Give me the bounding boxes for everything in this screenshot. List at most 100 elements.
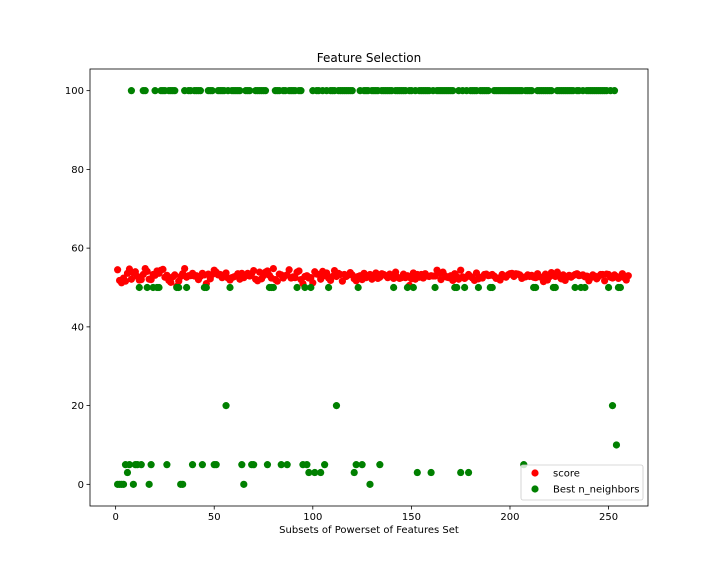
y-tick-label: 100	[65, 86, 84, 97]
plot-marks	[114, 87, 632, 488]
x-tick-label: 50	[208, 512, 221, 523]
best-n-neighbors-point	[240, 480, 248, 488]
best-n-neighbors-point	[202, 283, 210, 292]
best-n-neighbors-point	[208, 87, 216, 95]
best-n-neighbors-point	[427, 468, 435, 477]
score-point	[171, 271, 179, 279]
best-n-neighbors-point	[366, 480, 374, 488]
chart-title: Feature Selection	[317, 51, 421, 65]
y-axis: 0 20 40 60 80 100	[65, 86, 90, 491]
y-tick-label: 80	[71, 165, 84, 176]
best-n-neighbors-point	[175, 283, 183, 292]
x-tick-label: 100	[303, 512, 322, 523]
best-n-neighbors-point	[293, 283, 301, 292]
best-n-neighbors-point	[155, 283, 163, 292]
best-n-neighbors-point	[222, 402, 230, 410]
score-point	[114, 266, 122, 274]
best-n-neighbors-point	[474, 283, 483, 292]
best-n-neighbors-point	[236, 87, 244, 95]
best-n-neighbors-point	[354, 283, 362, 292]
y-tick-label: 60	[71, 244, 84, 255]
best-n-neighbors-point	[141, 87, 149, 95]
best-n-neighbors-point	[143, 283, 151, 292]
score-point	[601, 277, 609, 285]
best-n-neighbors-point	[350, 468, 358, 477]
best-n-neighbors-point	[283, 461, 291, 469]
best-n-neighbors-point	[303, 461, 311, 469]
legend-box	[520, 464, 644, 501]
x-tick-label: 250	[599, 512, 618, 523]
score-point	[285, 266, 293, 274]
x-tick-label: 200	[500, 512, 519, 523]
best-n-neighbors-point	[277, 461, 285, 469]
best-n-neighbors-point	[532, 283, 540, 292]
best-n-neighbors-point	[129, 480, 137, 488]
best-n-neighbors-point	[324, 283, 333, 292]
plot-frame	[89, 68, 649, 507]
best-n-neighbors-point	[528, 87, 536, 95]
best-n-neighbors-point	[163, 461, 171, 469]
score-point	[624, 272, 632, 280]
best-n-neighbors-point	[269, 283, 277, 292]
best-n-neighbors-point	[183, 283, 191, 292]
best-n-neighbors-point	[403, 283, 412, 292]
best-n-neighbors-point	[348, 87, 356, 95]
legend-marker-best-n-neighbors	[531, 485, 539, 493]
score-point	[121, 277, 130, 285]
best-n-neighbors-point	[616, 283, 624, 292]
best-n-neighbors-point	[127, 87, 136, 95]
best-n-neighbors-point	[135, 283, 143, 292]
score-point	[273, 277, 281, 285]
x-tick-label: 150	[402, 512, 421, 523]
best-n-neighbors-point	[332, 402, 341, 410]
best-n-neighbors-point	[612, 441, 621, 449]
x-axis: 0 50 100 150 200 250	[112, 506, 618, 523]
best-n-neighbors-point	[151, 87, 159, 95]
legend-label-best-n-neighbors: Best n_neighbors	[553, 485, 639, 496]
best-n-neighbors-point	[305, 468, 313, 477]
best-n-neighbors-point	[147, 461, 155, 469]
best-n-neighbors-point	[321, 461, 329, 469]
best-n-neighbors-point	[581, 283, 589, 292]
best-n-neighbors-point	[608, 402, 617, 410]
score-point	[295, 267, 303, 275]
score-point	[291, 274, 299, 282]
best-n-neighbors-point	[457, 468, 465, 477]
best-n-neighbors-point	[484, 87, 492, 95]
best-n-neighbors-point	[461, 283, 469, 292]
series-score	[114, 265, 632, 290]
best-n-neighbors-point	[297, 87, 305, 95]
best-n-neighbors-point	[250, 461, 258, 469]
best-n-neighbors-point	[449, 87, 457, 95]
best-n-neighbors-point	[212, 461, 220, 469]
best-n-neighbors-point	[376, 461, 384, 469]
score-point	[269, 265, 277, 273]
best-n-neighbors-point	[238, 461, 246, 469]
x-tick-label: 0	[112, 512, 118, 523]
best-n-neighbors-point	[409, 283, 417, 292]
best-n-neighbors-point	[488, 283, 496, 292]
best-n-neighbors-point	[123, 468, 132, 477]
best-n-neighbors-point	[179, 480, 187, 488]
best-n-neighbors-point	[358, 461, 366, 469]
score-point	[167, 278, 175, 286]
best-n-neighbors-point	[261, 87, 270, 95]
best-n-neighbors-point	[196, 87, 205, 95]
best-n-neighbors-point	[301, 283, 309, 292]
best-n-neighbors-point	[311, 468, 319, 477]
best-n-neighbors-point	[551, 283, 559, 292]
best-n-neighbors-point	[571, 283, 579, 292]
best-n-neighbors-point	[390, 283, 398, 292]
score-point	[143, 267, 151, 275]
x-axis-label: Subsets of Powerset of Features Set	[279, 525, 459, 536]
best-n-neighbors-point	[604, 283, 613, 292]
best-n-neighbors-point	[307, 283, 315, 292]
series-best-n-neighbors	[114, 87, 624, 488]
best-n-neighbors-point	[145, 480, 153, 488]
score-point	[250, 266, 258, 275]
best-n-neighbors-point	[464, 468, 473, 477]
legend-marker-score	[531, 469, 539, 477]
y-tick-label: 20	[71, 401, 84, 412]
legend-label-score: score	[553, 469, 580, 480]
